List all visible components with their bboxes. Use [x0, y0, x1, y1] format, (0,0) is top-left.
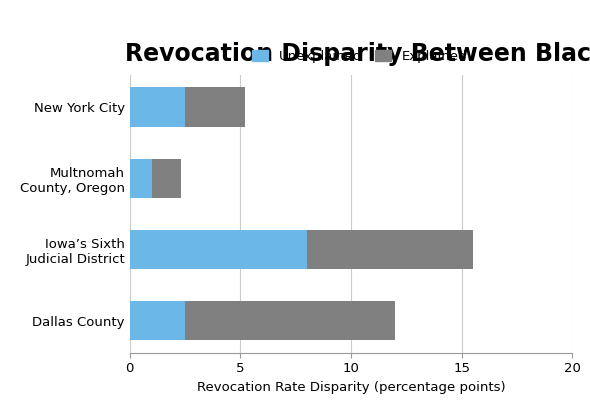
Bar	[185, 301, 395, 340]
Bar	[130, 230, 307, 269]
Bar	[130, 301, 185, 340]
Text: Revocation Disparity Between Black and White Parolees: Revocation Disparity Between Black and W…	[126, 42, 590, 66]
Bar	[130, 87, 185, 127]
X-axis label: Revocation Rate Disparity (percentage points): Revocation Rate Disparity (percentage po…	[196, 381, 506, 394]
Bar	[307, 230, 473, 269]
Bar	[130, 159, 152, 198]
Bar	[152, 159, 181, 198]
Legend: Unexplained, Explained: Unexplained, Explained	[247, 45, 473, 69]
Bar	[185, 87, 245, 127]
